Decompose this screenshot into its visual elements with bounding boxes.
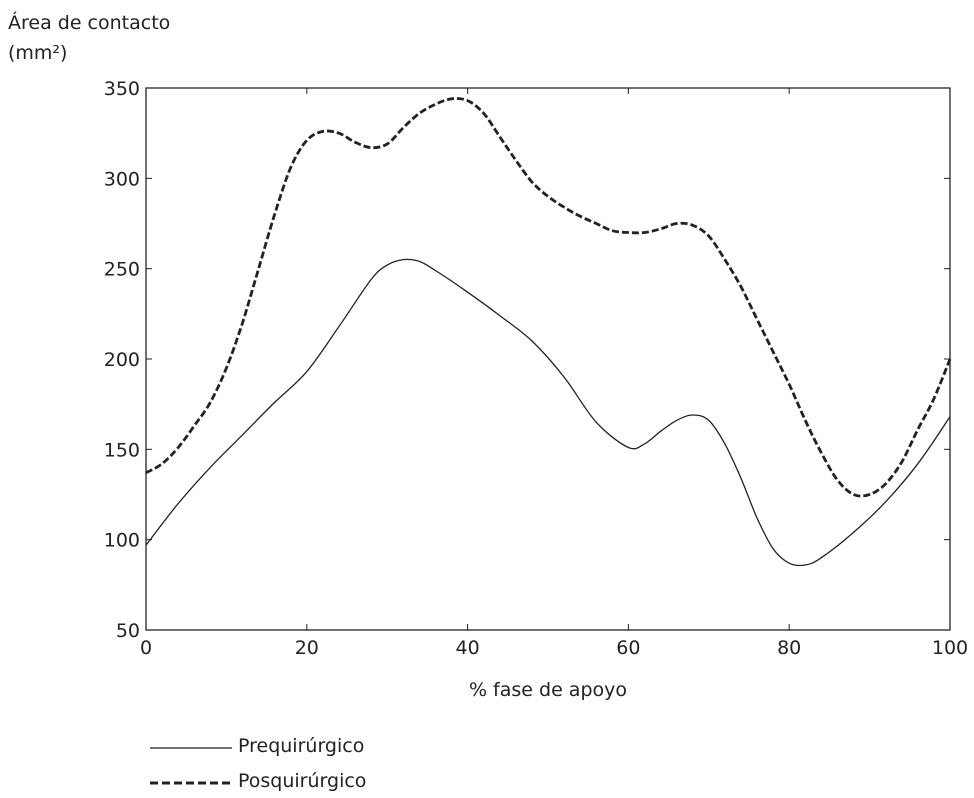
legend: Prequirúrgico Posquirúrgico [150,728,366,798]
y-axis-label-line2: (mm²) [8,42,68,64]
y-tick-label: 250 [104,259,140,281]
x-tick-label: 40 [456,637,480,659]
legend-swatch-dashed [150,775,232,787]
legend-swatch-solid [150,740,232,752]
x-tick-label: 60 [616,637,640,659]
x-tick-label: 100 [932,637,968,659]
legend-label-prequirurgico: Prequirúrgico [238,734,365,757]
y-tick-label: 300 [104,168,140,190]
x-tick-label: 0 [140,637,152,659]
series-layer [145,97,952,567]
y-axis-label-line1: Área de contacto [8,12,171,34]
y-tick-label: 150 [104,439,140,461]
legend-label-posquirurgico: Posquirúrgico [238,769,367,792]
y-axis-label: Área de contacto (mm²) [8,8,170,68]
plot-frame [145,87,951,631]
ticks-layer: 0 20 40 60 80 100 50 100 150 200 250 300 350 [104,78,968,659]
legend-item-posquirurgico: Posquirúrgico [150,763,366,798]
series-line-posquirurgico [145,97,952,498]
y-tick-label: 350 [104,78,140,100]
y-tick-label: 50 [116,620,140,642]
y-tick-label: 200 [104,349,140,371]
x-axis-label: % fase de apoyo [469,679,627,701]
legend-item-prequirurgico: Prequirúrgico [150,728,366,763]
y-tick-label: 100 [104,530,140,552]
x-tick-label: 20 [295,637,319,659]
series-line-prequirurgico [145,258,951,567]
x-tick-label: 80 [777,637,801,659]
